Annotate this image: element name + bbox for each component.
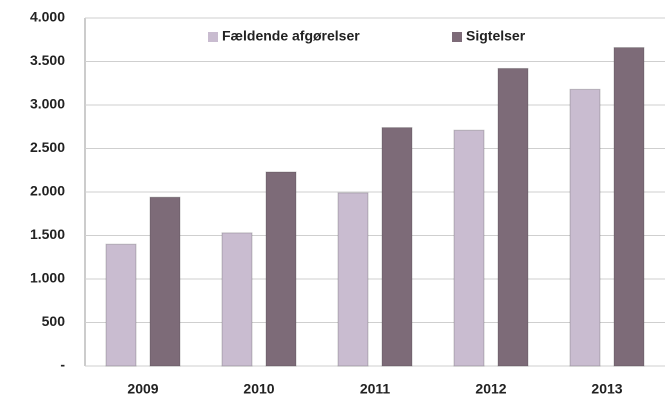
y-tick-label: - bbox=[60, 357, 65, 373]
y-tick-label: 1.000 bbox=[30, 270, 65, 286]
bar bbox=[337, 192, 369, 367]
y-tick-label: 2.500 bbox=[30, 139, 65, 155]
legend-label: Sigtelser bbox=[466, 28, 526, 44]
x-tick-label: 2009 bbox=[127, 381, 158, 397]
x-tick-label: 2011 bbox=[360, 381, 391, 397]
y-tick-label: 3.000 bbox=[30, 96, 65, 112]
y-tick-label: 500 bbox=[42, 313, 66, 329]
legend-swatch bbox=[452, 32, 462, 42]
y-tick-label: 3.500 bbox=[30, 52, 65, 68]
bar bbox=[221, 232, 253, 367]
bar bbox=[613, 47, 645, 367]
y-tick-label: 4.000 bbox=[30, 9, 65, 25]
bar bbox=[497, 67, 529, 367]
x-tick-label: 2013 bbox=[591, 381, 622, 397]
bar bbox=[265, 171, 297, 367]
x-tick-label: 2012 bbox=[475, 381, 506, 397]
legend-swatch bbox=[208, 32, 218, 42]
y-tick-label: 1.500 bbox=[30, 226, 65, 242]
bar bbox=[569, 88, 601, 367]
bar bbox=[105, 243, 137, 367]
legend-label: Fældende afgørelser bbox=[222, 28, 360, 44]
y-tick-label: 2.000 bbox=[30, 183, 65, 199]
bar bbox=[381, 127, 413, 367]
x-tick-label: 2010 bbox=[243, 381, 274, 397]
bar bbox=[149, 196, 181, 367]
bar bbox=[453, 129, 485, 367]
